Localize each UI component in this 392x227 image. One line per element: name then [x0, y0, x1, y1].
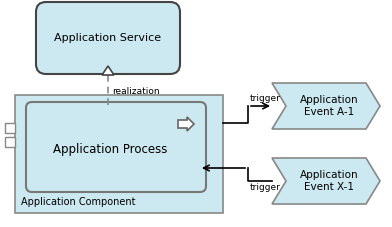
Bar: [5, 123, 15, 133]
Text: Application Component: Application Component: [21, 197, 136, 207]
Text: Application Process: Application Process: [53, 143, 167, 155]
Text: Application
Event X-1: Application Event X-1: [300, 170, 359, 192]
Text: Application
Event A-1: Application Event A-1: [300, 95, 359, 117]
Text: trigger: trigger: [250, 183, 281, 192]
Text: trigger: trigger: [250, 94, 281, 103]
FancyBboxPatch shape: [26, 102, 206, 192]
Bar: [5, 137, 15, 147]
Polygon shape: [178, 117, 194, 131]
Polygon shape: [102, 66, 114, 75]
Polygon shape: [272, 158, 380, 204]
Text: Application Service: Application Service: [54, 33, 162, 43]
Bar: [15, 95, 223, 213]
FancyBboxPatch shape: [36, 2, 180, 74]
Polygon shape: [272, 83, 380, 129]
Text: realization: realization: [112, 87, 160, 96]
